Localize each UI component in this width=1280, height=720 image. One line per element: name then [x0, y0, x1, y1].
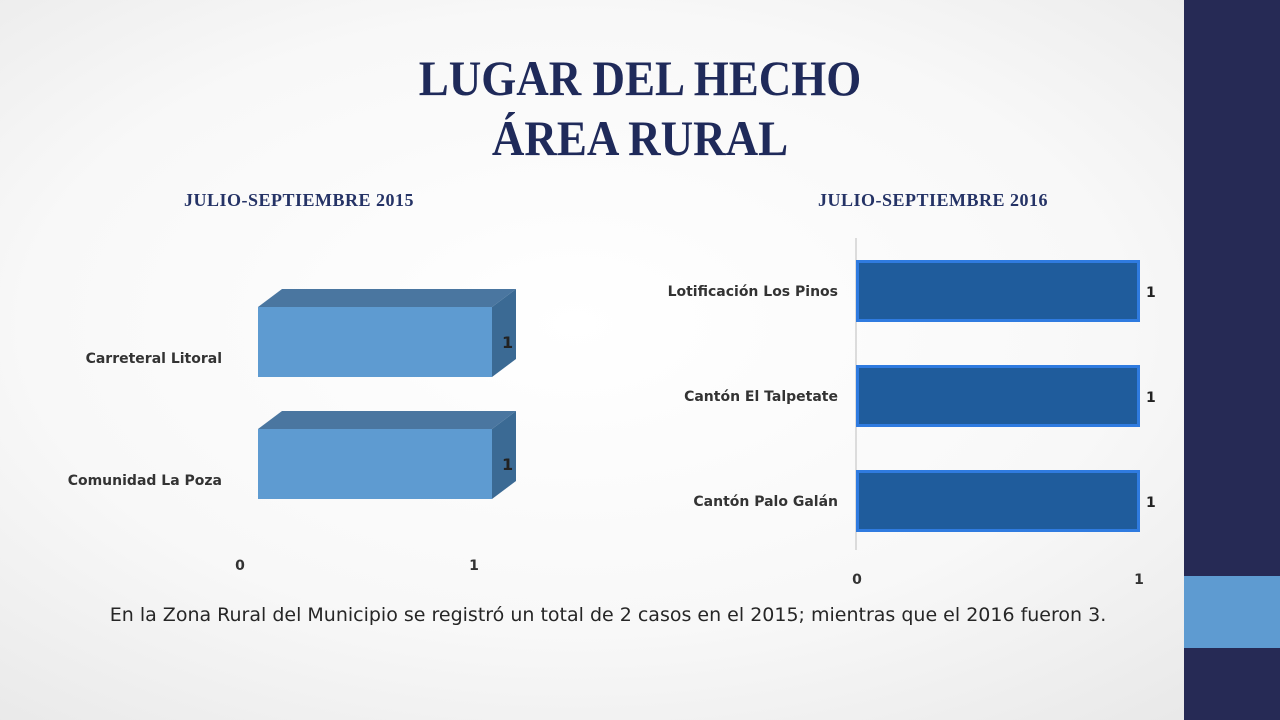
x-tick-label: 0	[852, 572, 862, 588]
bar-top-face	[258, 411, 516, 429]
x-tick-label: 1	[469, 558, 479, 574]
bar	[258, 429, 492, 499]
category-label: Carreteral Litoral	[86, 351, 222, 367]
chart-2016: 1 Lotificación Los Pinos 1 Cantón El Talpet…	[668, 238, 1156, 588]
category-label: Comunidad La Poza	[68, 473, 222, 489]
bar	[856, 260, 1140, 322]
bar	[856, 470, 1140, 532]
summary-caption: En la Zona Rural del Municipio se regist…	[109, 604, 1107, 626]
chart-2015: 1 Carreteral Litoral 1 Comunidad La Poza 0 1	[68, 289, 516, 574]
title-line-2: ÁREA RURAL	[491, 110, 789, 166]
bar	[258, 307, 492, 377]
bar-top-face	[258, 289, 516, 307]
chart-2016-title: JULIO-SEPTIEMBRE 2016	[818, 190, 1049, 210]
category-label: Cantón El Talpetate	[684, 389, 838, 405]
data-label: 1	[502, 455, 513, 474]
category-label: Cantón Palo Galán	[693, 494, 838, 510]
chart-2015-title: JULIO-SEPTIEMBRE 2015	[184, 190, 415, 210]
data-label: 1	[1146, 495, 1156, 511]
category-label: Lotificación Los Pinos	[668, 284, 838, 300]
slide-title: LUGAR DEL HECHO ÁREA RURAL	[64, 48, 1216, 168]
bar-side-face	[492, 289, 516, 377]
title-line-1: LUGAR DEL HECHO	[418, 50, 862, 106]
sidebar-accent-block	[1184, 576, 1280, 648]
data-label: 1	[1146, 285, 1156, 301]
bar-side-face	[492, 411, 516, 499]
data-label: 1	[1146, 390, 1156, 406]
data-label: 1	[502, 333, 513, 352]
x-tick-label: 1	[1134, 572, 1144, 588]
bar	[856, 365, 1140, 427]
x-tick-label: 0	[235, 558, 245, 574]
